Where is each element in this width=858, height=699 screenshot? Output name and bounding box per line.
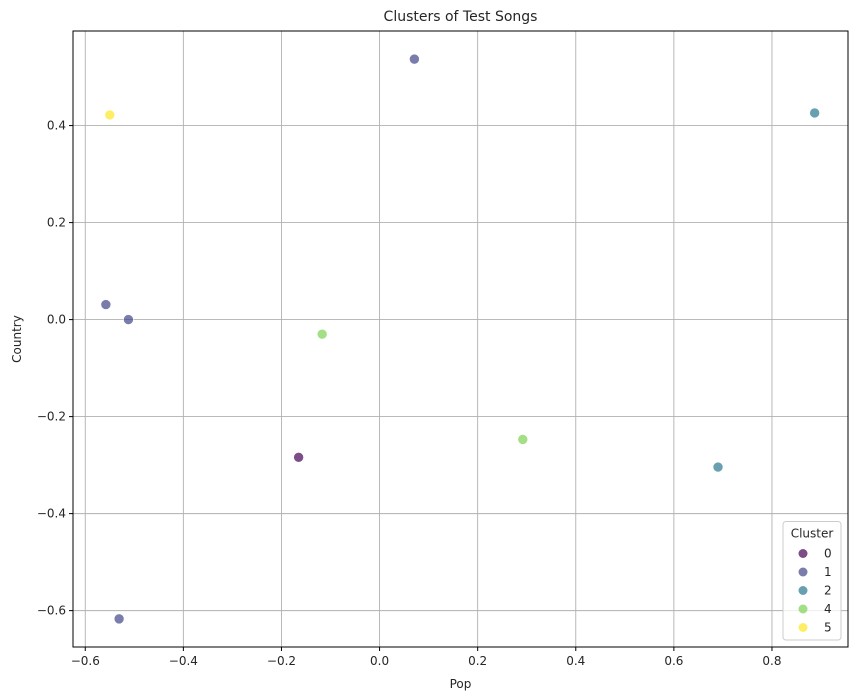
x-tick-label: −0.6 [71, 654, 100, 668]
data-point [293, 452, 304, 463]
legend-marker [798, 604, 808, 614]
x-tick-label: 0.4 [566, 654, 585, 668]
y-tick-label: 0.0 [47, 313, 66, 327]
x-tick-label: −0.4 [169, 654, 198, 668]
x-tick-label: 0.6 [664, 654, 683, 668]
data-point [809, 107, 820, 119]
legend-marker [798, 586, 808, 595]
y-tick-label: −0.6 [37, 604, 66, 618]
legend-label: 1 [824, 565, 832, 579]
legend-marker [798, 567, 808, 577]
legend-marker [798, 623, 808, 632]
data-point [517, 434, 529, 445]
legend-entries: 0 1 2 4 5 [798, 547, 832, 635]
legend-box [782, 521, 842, 641]
y-tick-label: −0.4 [37, 507, 66, 521]
chart-title: Clusters of Test Songs [384, 9, 538, 25]
axis-ticks: −0.6 −0.4 −0.2 0.0 0.2 0.4 0.6 0.8 −0.6 −0.4 −0.2 0… [37, 119, 782, 668]
y-tick-label: 0.2 [47, 216, 66, 230]
legend-label: 5 [824, 621, 832, 635]
legend: Cluster 0 1 2 4 5 [782, 521, 842, 641]
data-point [316, 328, 328, 340]
data-point [712, 461, 724, 473]
y-tick-label: −0.2 [37, 410, 66, 424]
legend-title: Cluster [791, 527, 834, 541]
x-tick-label: −0.2 [267, 654, 296, 668]
legend-label: 4 [824, 602, 832, 616]
x-tick-label: 0.2 [468, 654, 487, 668]
legend-marker [798, 549, 808, 558]
data-point [100, 299, 112, 310]
legend-label: 2 [824, 584, 832, 598]
x-tick-label: 0.0 [370, 654, 389, 668]
x-tick-label: 0.8 [762, 654, 781, 668]
data-point [113, 613, 125, 625]
y-axis-label: Country [10, 315, 24, 363]
y-tick-label: 0.4 [47, 119, 66, 133]
data-point [409, 53, 420, 65]
plot-frame [72, 30, 849, 648]
x-axis-label: Pop [450, 677, 472, 691]
legend-label: 0 [824, 547, 832, 561]
data-point [104, 109, 116, 121]
data-point [123, 314, 134, 325]
grid-lines [73, 31, 848, 647]
data-points [100, 53, 820, 625]
